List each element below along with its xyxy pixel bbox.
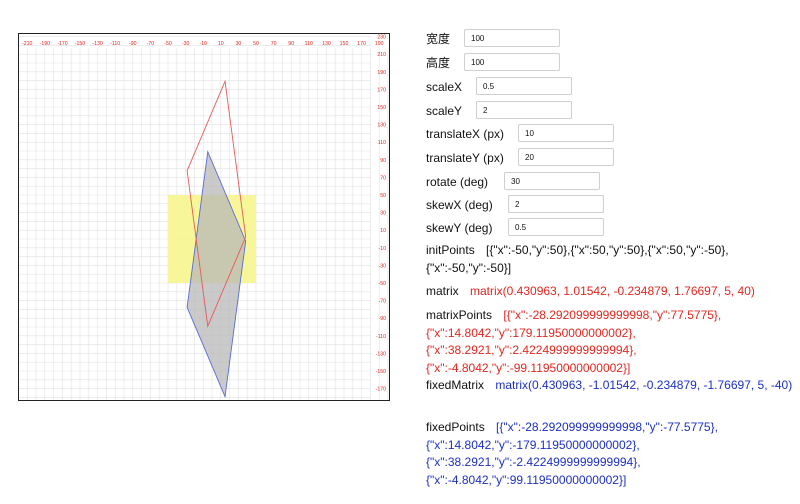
y-tick-label: 210 — [377, 52, 386, 58]
x-tick-label: 190 — [375, 41, 384, 47]
y-tick-label: -50 — [379, 281, 387, 287]
y-tick-label: -90 — [379, 316, 387, 322]
rotate-label: rotate (deg) — [426, 175, 489, 189]
x-tick-label: -210 — [22, 41, 32, 47]
x-tick-label: -170 — [57, 41, 67, 47]
scaley-input[interactable] — [476, 101, 572, 119]
y-tick-label: -170 — [376, 387, 386, 393]
fixed-matrix-shape — [186, 150, 247, 399]
fixed-points-value: [{"x":-28.292099999999998,"y":-77.5775},… — [426, 420, 718, 487]
y-tick-label: 190 — [377, 70, 386, 76]
y-tick-label: -130 — [376, 351, 386, 357]
rotate-row: rotate (deg) — [426, 172, 600, 190]
y-tick-label: -150 — [376, 369, 386, 375]
init-points-label: initPoints — [426, 243, 475, 257]
y-tick-label: 70 — [380, 175, 386, 181]
x-tick-label: -130 — [92, 41, 102, 47]
fixed-matrix-output: fixedMatrix matrix(0.430963, -1.01542, -… — [426, 377, 796, 395]
y-tick-label: 10 — [380, 228, 386, 234]
scalex-input[interactable] — [476, 77, 572, 95]
scalex-row: scaleX — [426, 77, 572, 95]
y-tick-label: -70 — [379, 299, 387, 305]
scaley-label: scaleY — [426, 104, 463, 118]
matrix-transformed-shape — [186, 79, 247, 328]
translatey-input[interactable] — [518, 148, 614, 166]
scalex-label: scaleX — [426, 80, 463, 94]
x-tick-label: 170 — [357, 41, 366, 47]
y-tick-label: -10 — [379, 246, 387, 252]
skewx-input[interactable] — [508, 195, 604, 213]
skewx-label: skewX (deg) — [426, 198, 493, 212]
coordinate-grid: -230-210-190-170-150-130-110-90-70-50-30… — [19, 35, 389, 400]
y-tick-label: 150 — [377, 105, 386, 111]
y-tick-label: 30 — [380, 211, 386, 217]
x-tick-label: 50 — [253, 41, 259, 47]
x-tick-label: -190 — [40, 41, 50, 47]
matrix-value: matrix(0.430963, 1.01542, -0.234879, 1.7… — [470, 284, 755, 298]
matrix-label: matrix — [426, 284, 459, 298]
skewy-row: skewY (deg) — [426, 218, 604, 236]
height-input[interactable] — [464, 53, 560, 71]
init-points-output: initPoints [{"x":-50,"y":50},{"x":50,"y"… — [426, 242, 796, 277]
x-tick-label: 110 — [305, 41, 313, 47]
y-tick-label: 130 — [377, 123, 386, 129]
translatex-row: translateX (px) — [426, 124, 614, 142]
matrix-output: matrix matrix(0.430963, 1.01542, -0.2348… — [426, 283, 796, 301]
x-tick-label: 70 — [271, 41, 277, 47]
fixed-matrix-label: fixedMatrix — [426, 378, 485, 392]
skewx-row: skewX (deg) — [426, 195, 604, 213]
x-tick-label: 10 — [218, 41, 224, 47]
fixed-points-label: fixedPoints — [426, 420, 485, 434]
translatex-label: translateX (px) — [426, 127, 505, 141]
x-tick-label: -30 — [182, 41, 190, 47]
init-points-value: [{"x":-50,"y":50},{"x":50,"y":50},{"x":5… — [426, 243, 729, 275]
skewy-input[interactable] — [508, 218, 604, 236]
y-tick-label: -30 — [379, 263, 387, 269]
scaley-row: scaleY — [426, 101, 572, 119]
matrix-points-label: matrixPoints — [426, 308, 493, 322]
translatex-input[interactable] — [518, 124, 614, 142]
x-tick-label: 130 — [322, 41, 331, 47]
x-tick-label: -70 — [147, 41, 155, 47]
y-tick-label: -110 — [376, 334, 386, 340]
x-tick-label: 30 — [236, 41, 242, 47]
width-row: 宽度 — [426, 29, 560, 47]
x-tick-label: -50 — [164, 41, 172, 47]
matrix-points-value: [{"x":-28.292099999999998,"y":77.5775},{… — [426, 308, 722, 375]
width-input[interactable] — [464, 29, 560, 47]
y-tick-label: 170 — [377, 87, 386, 93]
y-tick-label: 230 — [377, 35, 386, 41]
x-tick-label: -110 — [110, 41, 120, 47]
fixed-points-output: fixedPoints [{"x":-28.292099999999998,"y… — [426, 419, 796, 489]
rotate-input[interactable] — [504, 172, 600, 190]
skewy-label: skewY (deg) — [426, 221, 493, 235]
x-tick-label: -150 — [75, 41, 85, 47]
y-tick-label: 50 — [380, 193, 386, 199]
transform-canvas: -230-210-190-170-150-130-110-90-70-50-30… — [18, 33, 390, 401]
x-tick-label: 150 — [340, 41, 349, 47]
width-label: 宽度 — [426, 32, 451, 46]
height-label: 高度 — [426, 56, 451, 70]
x-tick-label: -10 — [199, 41, 207, 47]
translatey-row: translateY (px) — [426, 148, 614, 166]
height-row: 高度 — [426, 53, 560, 71]
fixed-matrix-value: matrix(0.430963, -1.01542, -0.234879, -1… — [495, 378, 793, 392]
x-tick-label: -90 — [129, 41, 137, 47]
y-tick-label: 110 — [378, 140, 386, 146]
y-tick-label: 90 — [380, 158, 386, 164]
translatey-label: translateY (px) — [426, 151, 504, 165]
x-tick-label: 90 — [288, 41, 294, 47]
matrix-points-output: matrixPoints [{"x":-28.292099999999998,"… — [426, 307, 796, 377]
